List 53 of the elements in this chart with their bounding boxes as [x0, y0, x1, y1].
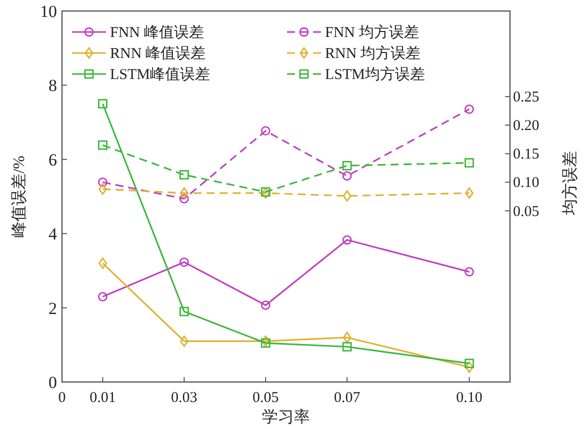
y-axis-title: 峰值误差/%: [10, 156, 28, 238]
point: [465, 187, 474, 199]
point: [260, 338, 270, 348]
point: [342, 332, 352, 344]
x-tick-label: 0.01: [90, 390, 116, 406]
point: [179, 170, 189, 180]
y-tick-label: 6: [48, 150, 57, 170]
legend-label: FNN 均方误差: [325, 24, 419, 41]
x-tick-label: 0.03: [171, 390, 198, 406]
point: [261, 335, 270, 347]
legend-label: LSTM均方误差: [325, 66, 426, 83]
point: [179, 306, 189, 316]
point: [342, 160, 352, 170]
y2-tick-label: 0.15: [513, 146, 540, 163]
y2-tick-label: 0.25: [513, 90, 540, 106]
point: [464, 267, 474, 277]
point: [465, 361, 474, 373]
point: [98, 99, 108, 108]
point: [98, 258, 107, 269]
y2-tick-label: 0.20: [513, 118, 540, 134]
point: [180, 187, 188, 199]
point: [342, 190, 352, 202]
y2-axis-title: 均方误差: [561, 151, 579, 216]
point: [342, 342, 352, 352]
y-tick-label: 0: [48, 373, 57, 392]
point: [260, 300, 270, 310]
x-axis-title: 学习率: [262, 408, 310, 426]
point: [342, 171, 352, 181]
point: [179, 257, 189, 267]
point: [260, 126, 270, 136]
point: [179, 194, 189, 204]
legend-label: RNN 峰值误差: [110, 45, 206, 62]
point: [342, 235, 352, 245]
point: [464, 358, 474, 368]
point: [464, 158, 474, 168]
point: [98, 292, 108, 302]
y-tick-label: 4: [48, 224, 58, 244]
point: [180, 335, 188, 347]
point: [98, 178, 108, 187]
y-tick-label: 2: [48, 298, 57, 318]
y2-tick-label: 0.05: [513, 204, 540, 220]
legend-label: RNN 均方误差: [325, 45, 420, 62]
y-tick-label: 8: [48, 76, 57, 96]
legend-label: FNN 峰值误差: [110, 24, 204, 41]
point: [464, 104, 474, 114]
y-tick-label: 10: [40, 2, 57, 21]
x-tick-label: 0.05: [252, 390, 279, 406]
x-tick-label: 0.07: [334, 390, 361, 406]
x-tick-label: 0.10: [456, 390, 482, 406]
point: [98, 183, 107, 195]
legend-label: LSTM峰值误差: [110, 66, 210, 83]
point: [98, 140, 108, 150]
y2-tick-label: 0.10: [513, 175, 540, 192]
